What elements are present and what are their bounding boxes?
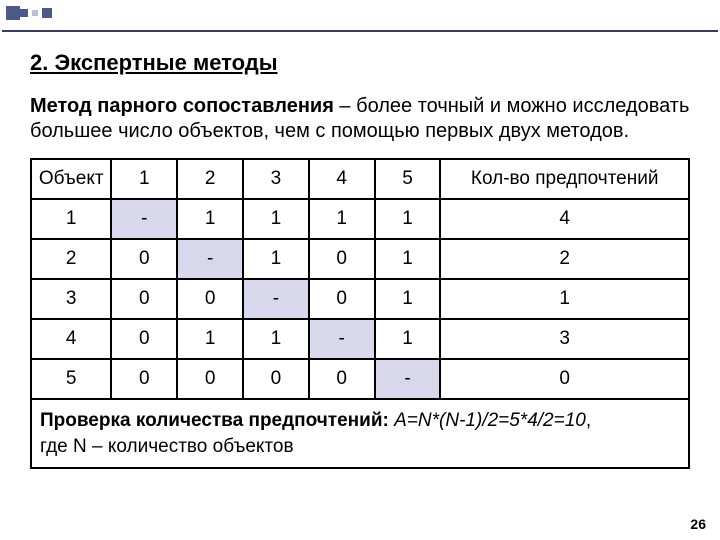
table-cell: 1 <box>375 319 441 359</box>
table-cell: 1 <box>440 279 689 319</box>
page-number: 26 <box>690 516 706 532</box>
table-cell: - <box>177 239 243 279</box>
table-row: 50000-0 <box>31 359 689 399</box>
header-rule <box>2 30 718 32</box>
table-cell: - <box>243 279 309 319</box>
table-cell: 0 <box>177 279 243 319</box>
table-cell: 1 <box>177 199 243 239</box>
intro-text: Метод парного сопоставления – более точн… <box>30 94 690 144</box>
table-row: 4011-13 <box>31 319 689 359</box>
table-cell: 5 <box>31 359 111 399</box>
table-row: 1-11114 <box>31 199 689 239</box>
table-cell: - <box>309 319 375 359</box>
table-cell: 1 <box>31 199 111 239</box>
intro-bold: Метод парного сопоставления <box>30 95 334 117</box>
table-row: 20-1012 <box>31 239 689 279</box>
table-header-cell: 1 <box>111 159 177 199</box>
table-cell: 0 <box>309 359 375 399</box>
table-cell: 1 <box>177 319 243 359</box>
table-header-cell: 5 <box>375 159 441 199</box>
table-cell: 0 <box>111 279 177 319</box>
table-cell: - <box>111 199 177 239</box>
header-decoration <box>6 6 52 20</box>
table-cell: 3 <box>440 319 689 359</box>
table-cell: 0 <box>111 359 177 399</box>
table-cell: 0 <box>309 239 375 279</box>
table-cell: 1 <box>243 319 309 359</box>
table-cell: 0 <box>111 239 177 279</box>
slide-content: 2. Экспертные методы Метод парного сопос… <box>0 0 720 469</box>
table-header-cell: 2 <box>177 159 243 199</box>
table-cell: 1 <box>375 279 441 319</box>
table-row: 300-011 <box>31 279 689 319</box>
table-cell: - <box>375 359 441 399</box>
table-cell: 0 <box>309 279 375 319</box>
table-cell: 0 <box>177 359 243 399</box>
table-header-cell: Кол-во предпочтений <box>440 159 689 199</box>
slide-heading: 2. Экспертные методы <box>30 50 690 76</box>
table-header-cell: Объект <box>31 159 111 199</box>
table-footer: Проверка количества предпочтений: A=N*(N… <box>31 399 689 468</box>
table-cell: 0 <box>440 359 689 399</box>
table-cell: 0 <box>243 359 309 399</box>
table-header-cell: 4 <box>309 159 375 199</box>
table-cell: 0 <box>111 319 177 359</box>
table-cell: 4 <box>440 199 689 239</box>
table-cell: 4 <box>31 319 111 359</box>
table-cell: 1 <box>309 199 375 239</box>
table-cell: 1 <box>243 239 309 279</box>
comparison-table: Объект12345Кол-во предпочтений1-1111420-… <box>30 158 690 469</box>
table-cell: 1 <box>375 239 441 279</box>
table-cell: 2 <box>31 239 111 279</box>
table-cell: 1 <box>243 199 309 239</box>
table-cell: 1 <box>375 199 441 239</box>
table-cell: 2 <box>440 239 689 279</box>
table-cell: 3 <box>31 279 111 319</box>
table-header-cell: 3 <box>243 159 309 199</box>
